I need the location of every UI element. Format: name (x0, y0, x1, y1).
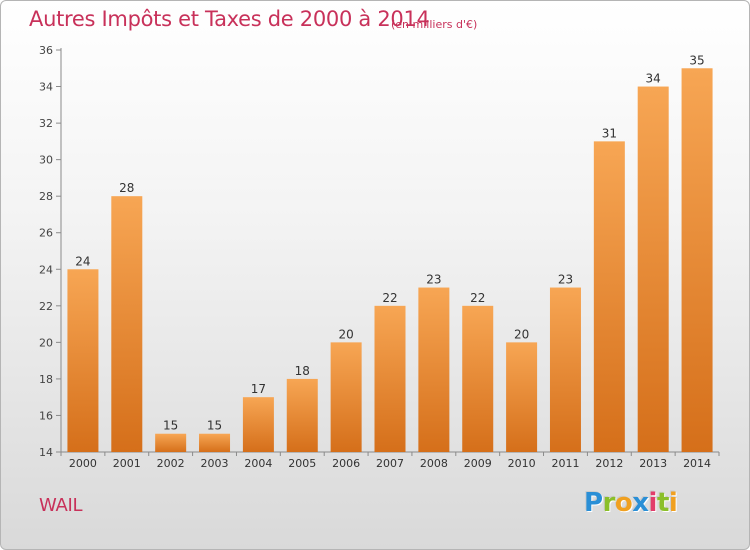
bar-value-label: 28 (119, 181, 134, 195)
y-tick-label: 14 (39, 446, 53, 459)
bar-value-label: 17 (251, 382, 266, 396)
bar-value-label: 24 (75, 254, 90, 268)
bar-value-label: 35 (689, 53, 704, 67)
x-tick-label: 2007 (376, 457, 404, 470)
y-tick-label: 34 (39, 81, 53, 94)
x-tick-label: 2013 (639, 457, 667, 470)
x-tick-label: 2010 (508, 457, 536, 470)
bar-2009 (462, 305, 494, 452)
bar-value-label: 34 (646, 72, 661, 86)
y-tick-label: 22 (39, 300, 53, 313)
y-tick-label: 36 (39, 44, 53, 57)
x-tick-label: 2014 (683, 457, 711, 470)
x-tick-label: 2011 (551, 457, 579, 470)
bar-2006 (330, 342, 362, 452)
chart-bars: 24 2000 28 2001 15 2002 15 2003 17 2004 18 2005 20 20… (67, 53, 713, 470)
y-tick-label: 28 (39, 190, 53, 203)
bar-2012 (593, 141, 625, 452)
bar-value-label: 23 (426, 273, 441, 287)
logo-letter: r (602, 488, 616, 518)
x-tick-label: 2005 (288, 457, 316, 470)
bar-2013 (637, 86, 669, 452)
bar-value-label: 22 (382, 291, 397, 305)
logo-letter: x (632, 488, 649, 518)
bar-2010 (506, 342, 538, 452)
bar-2007 (374, 305, 406, 452)
bar-value-label: 31 (602, 126, 617, 140)
bar-2011 (549, 287, 581, 452)
bar-value-label: 20 (338, 327, 353, 341)
bar-value-label: 15 (207, 419, 222, 433)
logo-letter: P (584, 488, 603, 518)
chart-axes: 14 16 18 20 22 24 26 28 30 32 34 36 (39, 44, 720, 459)
bar-value-label: 22 (470, 291, 485, 305)
bar-value-label: 15 (163, 419, 178, 433)
x-tick-label: 2012 (595, 457, 623, 470)
logo-letter: i (668, 488, 678, 518)
logo-letter: t (656, 488, 669, 518)
x-tick-label: 2004 (244, 457, 272, 470)
x-tick-label: 2009 (464, 457, 492, 470)
x-tick-label: 2003 (201, 457, 229, 470)
bar-2000 (67, 269, 99, 452)
bar-value-label: 23 (558, 273, 573, 287)
x-tick-label: 2008 (420, 457, 448, 470)
logo-letter: o (614, 488, 633, 518)
proxiti-logo: Proxiti (584, 488, 678, 518)
x-tick-label: 2002 (157, 457, 185, 470)
logo-letter: i (648, 488, 658, 518)
y-tick-label: 16 (39, 409, 53, 422)
bar-2002 (155, 433, 187, 452)
location-label: WAIL (39, 495, 83, 516)
bar-2003 (199, 433, 231, 452)
y-tick-label: 26 (39, 227, 53, 240)
x-tick-label: 2001 (113, 457, 141, 470)
y-tick-label: 24 (39, 263, 53, 276)
bar-2001 (111, 196, 143, 452)
bar-2004 (242, 397, 274, 452)
y-tick-label: 30 (39, 154, 53, 167)
y-tick-label: 20 (39, 336, 53, 349)
y-tick-label: 18 (39, 373, 53, 386)
x-tick-label: 2000 (69, 457, 97, 470)
bar-value-label: 18 (295, 364, 310, 378)
bar-value-label: 20 (514, 327, 529, 341)
chart-title: Autres Impôts et Taxes de 2000 à 2014 (29, 7, 430, 31)
y-tick-label: 32 (39, 117, 53, 130)
bar-2005 (286, 378, 318, 452)
bar-2014 (681, 68, 713, 452)
bar-2008 (418, 287, 450, 452)
chart-unit-note: (en milliers d'€) (391, 18, 478, 31)
x-tick-label: 2006 (332, 457, 360, 470)
